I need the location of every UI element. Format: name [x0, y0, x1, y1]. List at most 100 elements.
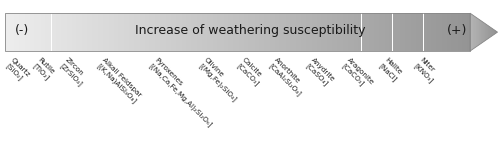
Polygon shape: [254, 13, 256, 51]
Polygon shape: [358, 13, 360, 51]
Polygon shape: [208, 13, 210, 51]
Polygon shape: [259, 13, 261, 51]
Polygon shape: [239, 13, 240, 51]
Polygon shape: [200, 13, 202, 51]
Polygon shape: [25, 13, 26, 51]
Polygon shape: [40, 13, 42, 51]
Polygon shape: [102, 13, 104, 51]
Polygon shape: [158, 13, 160, 51]
Polygon shape: [61, 13, 62, 51]
Polygon shape: [197, 13, 199, 51]
Polygon shape: [212, 13, 214, 51]
Polygon shape: [204, 13, 205, 51]
Polygon shape: [348, 13, 349, 51]
Polygon shape: [62, 13, 64, 51]
Polygon shape: [70, 13, 71, 51]
Polygon shape: [450, 13, 452, 51]
Polygon shape: [321, 13, 323, 51]
Polygon shape: [90, 13, 92, 51]
Polygon shape: [129, 13, 130, 51]
Polygon shape: [28, 13, 30, 51]
Text: Zircon
[ZrSiO₄]: Zircon [ZrSiO₄]: [58, 57, 88, 87]
Polygon shape: [459, 13, 460, 51]
Polygon shape: [124, 13, 126, 51]
Polygon shape: [121, 13, 123, 51]
Polygon shape: [115, 13, 116, 51]
Polygon shape: [81, 13, 82, 51]
Polygon shape: [454, 13, 456, 51]
Polygon shape: [224, 13, 225, 51]
Polygon shape: [264, 13, 266, 51]
Polygon shape: [272, 13, 273, 51]
Polygon shape: [34, 13, 36, 51]
Polygon shape: [433, 13, 434, 51]
Polygon shape: [448, 13, 450, 51]
Polygon shape: [344, 13, 346, 51]
Polygon shape: [412, 13, 414, 51]
Text: Pyroxenes
[(Na,Ca,Fe,Mg,Al)₂Si₂O₆]: Pyroxenes [(Na,Ca,Fe,Mg,Al)₂Si₂O₆]: [148, 57, 219, 128]
Polygon shape: [312, 13, 314, 51]
Polygon shape: [73, 13, 75, 51]
Polygon shape: [342, 13, 343, 51]
Polygon shape: [431, 13, 433, 51]
Polygon shape: [416, 13, 418, 51]
Polygon shape: [183, 13, 185, 51]
Polygon shape: [377, 13, 378, 51]
Polygon shape: [24, 13, 25, 51]
Polygon shape: [47, 13, 48, 51]
Polygon shape: [350, 13, 352, 51]
Text: Increase of weathering susceptibility: Increase of weathering susceptibility: [135, 24, 365, 37]
Polygon shape: [33, 13, 34, 51]
Polygon shape: [75, 13, 76, 51]
Polygon shape: [468, 13, 470, 51]
Polygon shape: [11, 13, 13, 51]
Polygon shape: [116, 13, 118, 51]
Polygon shape: [86, 13, 87, 51]
Polygon shape: [136, 13, 138, 51]
Polygon shape: [157, 13, 158, 51]
Polygon shape: [164, 13, 166, 51]
Polygon shape: [67, 13, 68, 51]
Text: Anorthite
[CaAl₂Si₂O₈]: Anorthite [CaAl₂Si₂O₈]: [268, 57, 308, 97]
Polygon shape: [394, 13, 396, 51]
Polygon shape: [52, 13, 53, 51]
Polygon shape: [372, 13, 374, 51]
Polygon shape: [101, 13, 102, 51]
Polygon shape: [426, 13, 428, 51]
Polygon shape: [338, 13, 340, 51]
Polygon shape: [222, 13, 224, 51]
Polygon shape: [188, 13, 190, 51]
Polygon shape: [96, 13, 98, 51]
Polygon shape: [467, 13, 468, 51]
Polygon shape: [226, 13, 228, 51]
Polygon shape: [310, 13, 312, 51]
Polygon shape: [26, 13, 28, 51]
Polygon shape: [211, 13, 212, 51]
Polygon shape: [142, 13, 143, 51]
Polygon shape: [280, 13, 281, 51]
Polygon shape: [284, 13, 286, 51]
Polygon shape: [22, 13, 24, 51]
Polygon shape: [30, 13, 32, 51]
Polygon shape: [176, 13, 177, 51]
Polygon shape: [274, 13, 276, 51]
Polygon shape: [252, 13, 253, 51]
Polygon shape: [405, 13, 406, 51]
Polygon shape: [194, 13, 196, 51]
Polygon shape: [56, 13, 58, 51]
Polygon shape: [114, 13, 115, 51]
Polygon shape: [368, 13, 369, 51]
Polygon shape: [80, 13, 81, 51]
Polygon shape: [295, 13, 296, 51]
Polygon shape: [292, 13, 294, 51]
Polygon shape: [66, 13, 67, 51]
Polygon shape: [340, 13, 342, 51]
Polygon shape: [218, 13, 219, 51]
Polygon shape: [6, 13, 8, 51]
Polygon shape: [109, 13, 110, 51]
Polygon shape: [172, 13, 174, 51]
Polygon shape: [362, 13, 363, 51]
Polygon shape: [92, 13, 94, 51]
Polygon shape: [464, 13, 466, 51]
Polygon shape: [363, 13, 364, 51]
